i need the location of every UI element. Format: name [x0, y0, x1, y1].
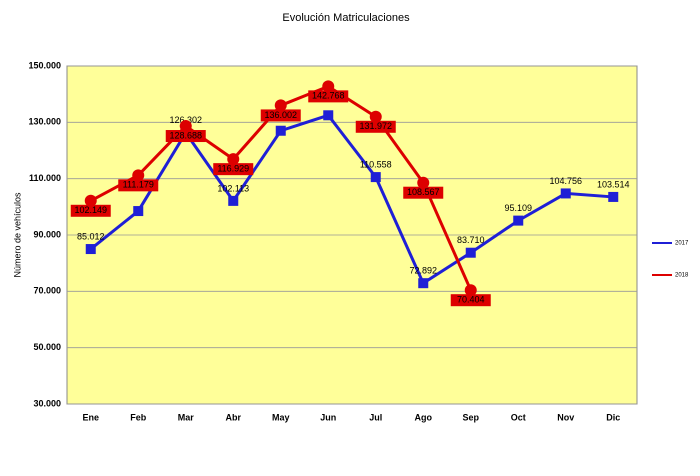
data-label: 85.012	[77, 231, 105, 241]
data-label: 104.756	[549, 176, 582, 186]
data-label: 72.892	[409, 266, 437, 276]
y-tick-label: 90.000	[33, 229, 61, 239]
data-label: 102.113	[217, 183, 249, 193]
data-label: 102.149	[74, 205, 107, 215]
x-tick-label: May	[272, 412, 290, 422]
label-box	[355, 120, 396, 133]
point	[228, 195, 239, 206]
point	[608, 191, 619, 202]
y-tick-label: 70.000	[33, 286, 61, 296]
data-label: 110.558	[360, 159, 392, 169]
point	[179, 120, 192, 133]
series-line	[89, 113, 614, 286]
label-box	[165, 130, 206, 143]
y-tick-label: 130.000	[28, 117, 61, 127]
point	[85, 244, 96, 255]
point	[274, 99, 287, 112]
point	[418, 278, 429, 289]
y-axis-label: Número de vehículos	[12, 192, 22, 278]
point	[370, 172, 381, 183]
data-label: 128.688	[169, 130, 202, 140]
data-label: 83.710	[457, 235, 485, 245]
label-box	[260, 109, 301, 122]
x-tick-label: Jun	[320, 412, 336, 422]
x-tick-label: Dic	[606, 412, 620, 422]
x-tick-label: Ago	[415, 412, 433, 422]
point	[322, 80, 335, 93]
data-label: 142.768	[312, 91, 345, 101]
point	[132, 169, 145, 182]
label-box	[118, 179, 159, 192]
x-tick-label: Feb	[130, 412, 147, 422]
x-tick-label: Oct	[511, 412, 526, 422]
x-tick-label: Sep	[462, 412, 479, 422]
data-label: 70.404	[457, 295, 485, 305]
point	[464, 284, 477, 297]
point	[369, 110, 382, 123]
point	[513, 215, 524, 226]
chart-title: Evolución Matriculaciones	[282, 12, 410, 24]
label-box	[403, 186, 444, 199]
x-tick-label: Mar	[178, 412, 195, 422]
label-box	[450, 294, 491, 307]
data-label: 95.109	[504, 203, 532, 213]
y-tick-label: 150.000	[28, 60, 61, 70]
y-tick-label: 110.000	[29, 173, 61, 183]
label-box	[70, 204, 111, 217]
point	[227, 153, 240, 166]
point	[133, 206, 144, 217]
y-tick-label: 50.000	[33, 342, 61, 352]
y-tick-label: 30.000	[33, 398, 61, 408]
data-label: 103.514	[597, 179, 630, 189]
point	[560, 188, 571, 199]
data-label: 131.972	[359, 121, 392, 131]
point	[417, 176, 430, 189]
point	[275, 125, 286, 136]
point	[323, 110, 334, 121]
data-label: 111.179	[123, 180, 154, 190]
data-label: 116.929	[217, 164, 249, 174]
point	[84, 194, 97, 207]
x-tick-label: Abr	[226, 412, 242, 422]
label-box	[308, 90, 349, 103]
data-label: 108.567	[407, 187, 440, 197]
legend-label: 2018	[675, 273, 689, 279]
label-box	[213, 163, 254, 176]
x-tick-label: Jul	[369, 412, 382, 422]
legend-label: 2017	[675, 241, 689, 247]
data-label: 136.002	[264, 110, 297, 120]
x-tick-label: Ene	[82, 412, 99, 422]
point	[465, 247, 476, 258]
x-tick-label: Nov	[557, 412, 574, 422]
